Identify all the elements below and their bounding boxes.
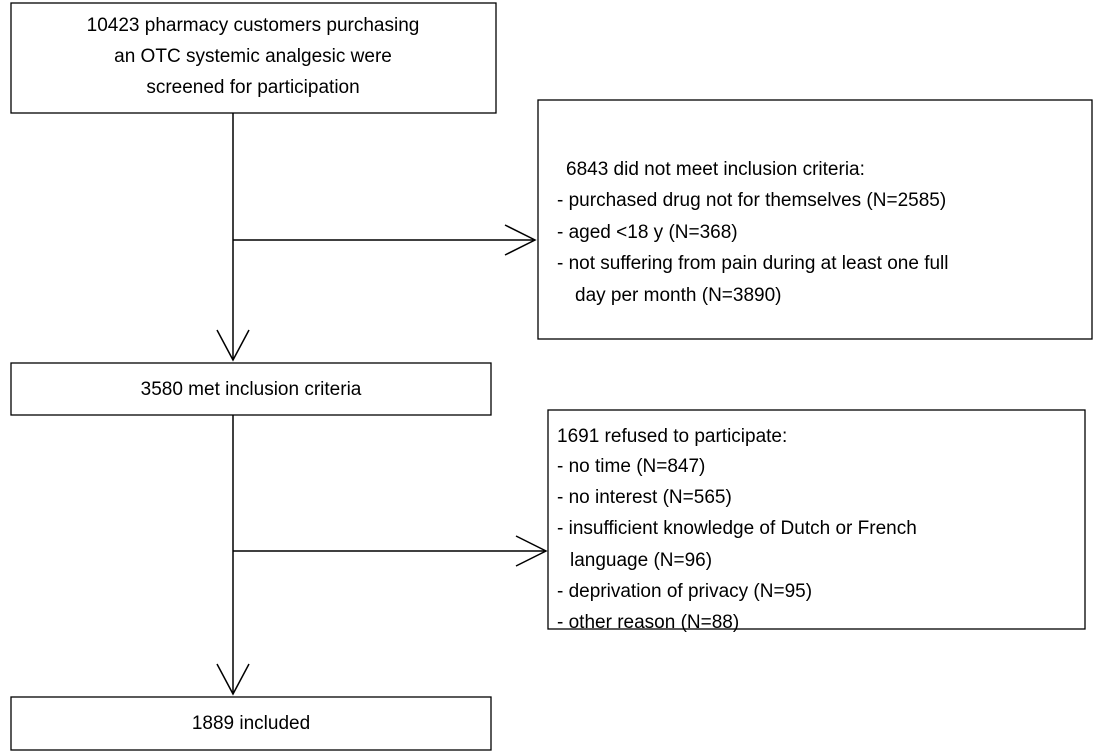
node-text: - purchased drug not for themselves (N=2… xyxy=(557,190,946,211)
node-text: an OTC systemic analgesic were xyxy=(114,46,392,67)
node-text: language (N=96) xyxy=(570,550,712,571)
node-text: 1889 included xyxy=(192,713,310,734)
node-text: day per month (N=3890) xyxy=(575,285,781,306)
box-refused xyxy=(547,409,1086,630)
node-text: - other reason (N=88) xyxy=(557,612,739,633)
arrowhead xyxy=(216,329,250,362)
node-text: screened for participation xyxy=(146,77,359,98)
node-text: - aged <18 y (N=368) xyxy=(557,222,738,243)
node-text: - deprivation of privacy (N=95) xyxy=(557,581,812,602)
node-text: 10423 pharmacy customers purchasing xyxy=(87,15,420,36)
node-text: 3580 met inclusion criteria xyxy=(141,379,362,400)
box-included xyxy=(10,696,492,751)
node-text: 1691 refused to participate: xyxy=(557,426,787,447)
node-text: 6843 did not meet inclusion criteria: xyxy=(566,159,865,180)
node-text: - no interest (N=565) xyxy=(557,487,732,508)
box-excluded xyxy=(537,99,1093,340)
node-text: - not suffering from pain during at leas… xyxy=(557,253,949,274)
arrowhead xyxy=(515,535,548,567)
box-screened xyxy=(10,2,497,114)
box-met-criteria xyxy=(10,362,492,416)
node-text: - insufficient knowledge of Dutch or Fre… xyxy=(557,518,917,539)
node-text: - no time (N=847) xyxy=(557,456,705,477)
arrowhead xyxy=(216,663,250,696)
arrowhead xyxy=(504,224,537,256)
